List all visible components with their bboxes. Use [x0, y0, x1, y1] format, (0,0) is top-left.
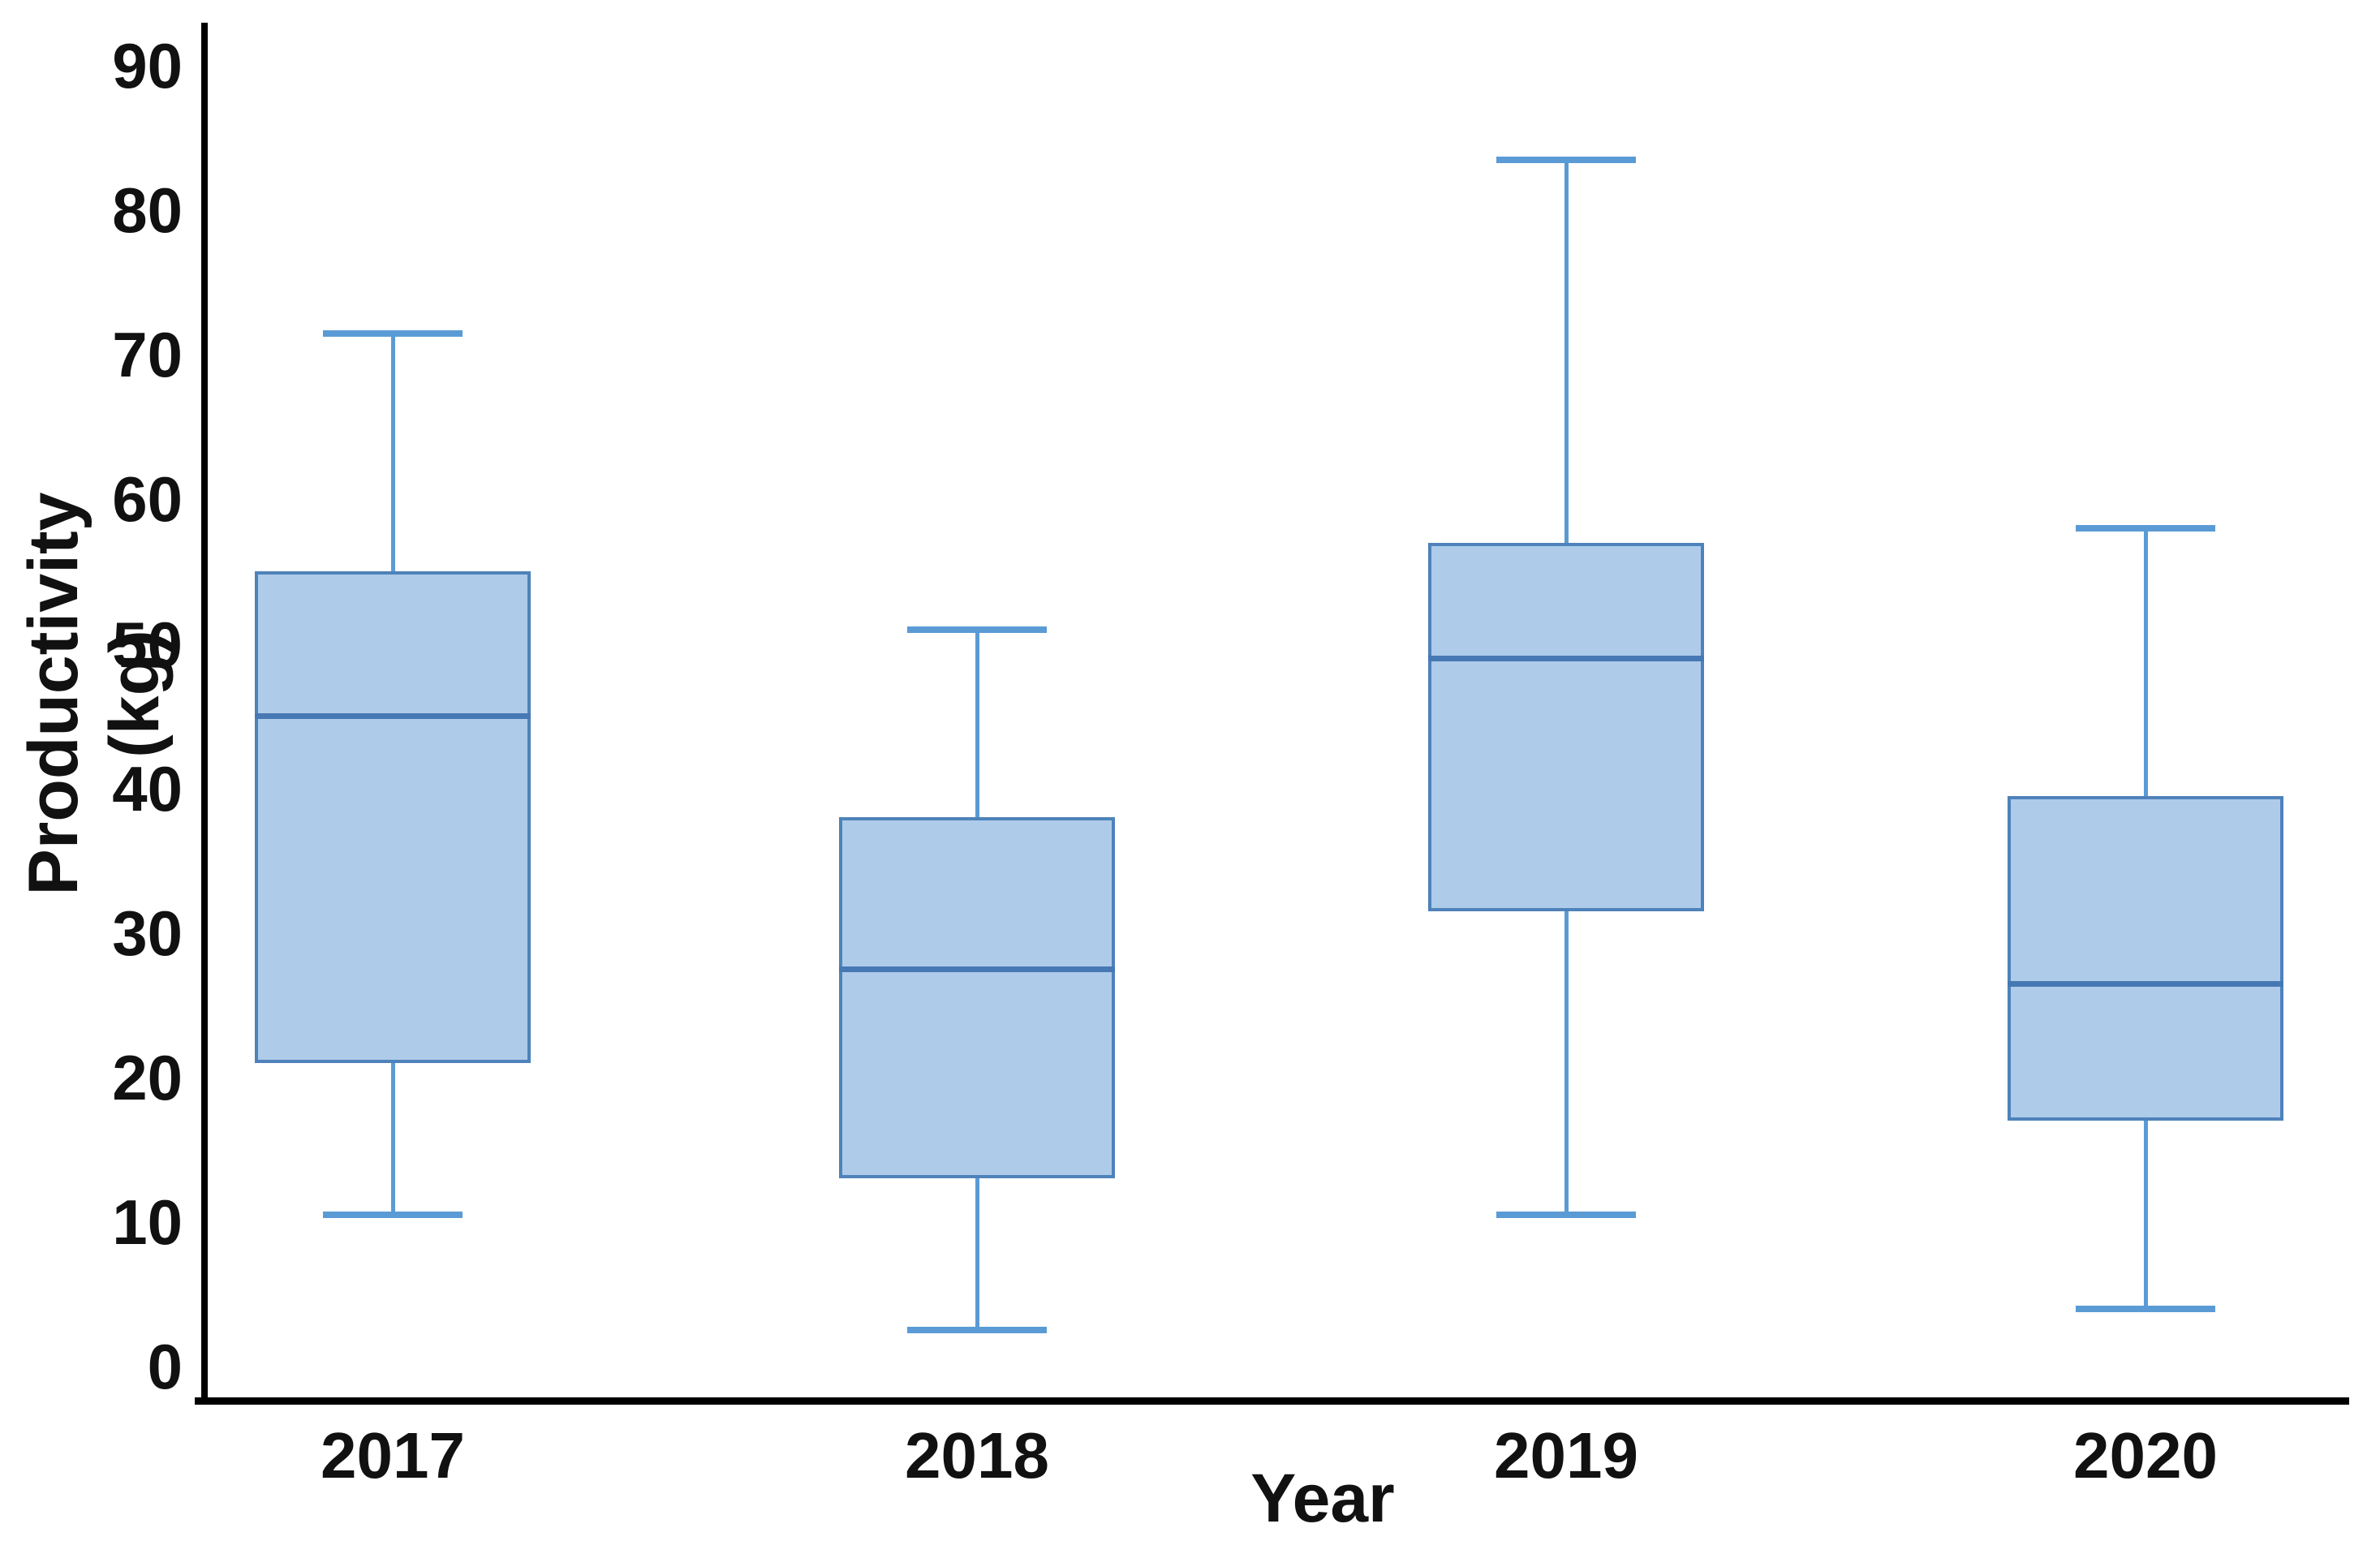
box-2020 — [2008, 795, 2283, 1121]
y-tick-label-80: 80 — [112, 174, 183, 247]
whisker-cap-top-2017 — [323, 329, 463, 337]
box-2017 — [255, 571, 531, 1063]
whisker-lower-2020 — [2143, 1121, 2148, 1309]
whisker-cap-top-2018 — [907, 626, 1047, 633]
whisker-cap-top-2020 — [2076, 525, 2215, 532]
y-tick-label-10: 10 — [112, 1186, 183, 1258]
median-line-2018 — [839, 966, 1115, 972]
y-tick-label-40: 40 — [112, 752, 183, 824]
y-tick-label-30: 30 — [112, 897, 183, 969]
y-tick-label-90: 90 — [112, 30, 183, 102]
median-line-2017 — [255, 713, 531, 720]
whisker-cap-bottom-2018 — [907, 1327, 1047, 1334]
whisker-upper-2019 — [1564, 159, 1569, 543]
whisker-cap-top-2019 — [1496, 156, 1636, 163]
whisker-cap-bottom-2017 — [323, 1211, 463, 1218]
x-category-label-2018: 2018 — [905, 1419, 1049, 1491]
whisker-cap-bottom-2019 — [1496, 1211, 1636, 1218]
x-category-label-2019: 2019 — [1494, 1419, 1638, 1491]
y-tick-label-0: 0 — [147, 1331, 183, 1402]
x-category-label-2020: 2020 — [2073, 1419, 2218, 1491]
y-tick-label-70: 70 — [112, 319, 183, 391]
whisker-upper-2020 — [2143, 528, 2148, 796]
x-axis-title: Year — [1250, 1460, 1395, 1536]
y-tick-label-20: 20 — [112, 1041, 183, 1113]
box-2019 — [1428, 542, 1704, 911]
whisker-cap-bottom-2020 — [2076, 1305, 2215, 1312]
x-category-label-2017: 2017 — [321, 1419, 465, 1491]
y-tick-label-50: 50 — [112, 608, 183, 680]
y-tick-label-60: 60 — [112, 463, 183, 536]
x-axis-line — [195, 1397, 2349, 1405]
box-2018 — [839, 817, 1115, 1179]
median-line-2019 — [1428, 655, 1704, 661]
whisker-upper-2018 — [975, 629, 979, 818]
whisker-upper-2017 — [390, 333, 395, 572]
whisker-lower-2019 — [1564, 910, 1569, 1215]
median-line-2020 — [2008, 980, 2283, 987]
y-axis-line — [201, 23, 208, 1405]
whisker-lower-2018 — [975, 1178, 979, 1331]
whisker-lower-2017 — [390, 1062, 395, 1215]
